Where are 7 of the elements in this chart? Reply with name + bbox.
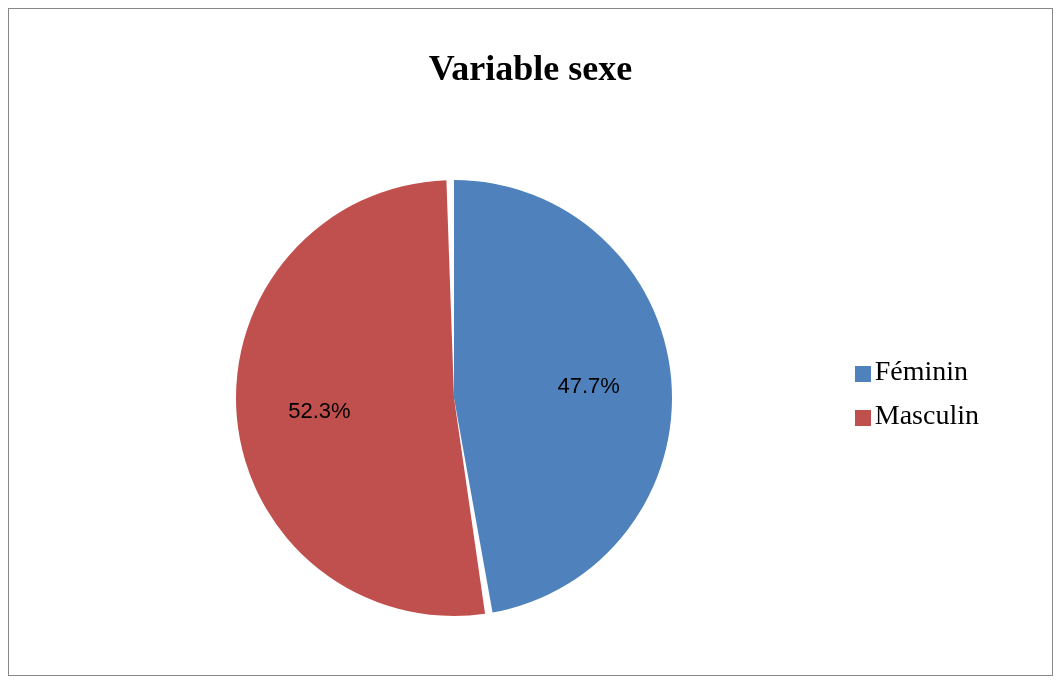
legend-label: Masculin <box>874 399 979 430</box>
data-label: 47.7% <box>557 373 620 399</box>
pie-slice <box>236 180 486 616</box>
legend-label: Féminin <box>874 355 969 386</box>
chart-title: Variable sexe <box>427 47 634 90</box>
data-label: 52.3% <box>288 397 351 423</box>
pie-slice <box>454 180 672 613</box>
